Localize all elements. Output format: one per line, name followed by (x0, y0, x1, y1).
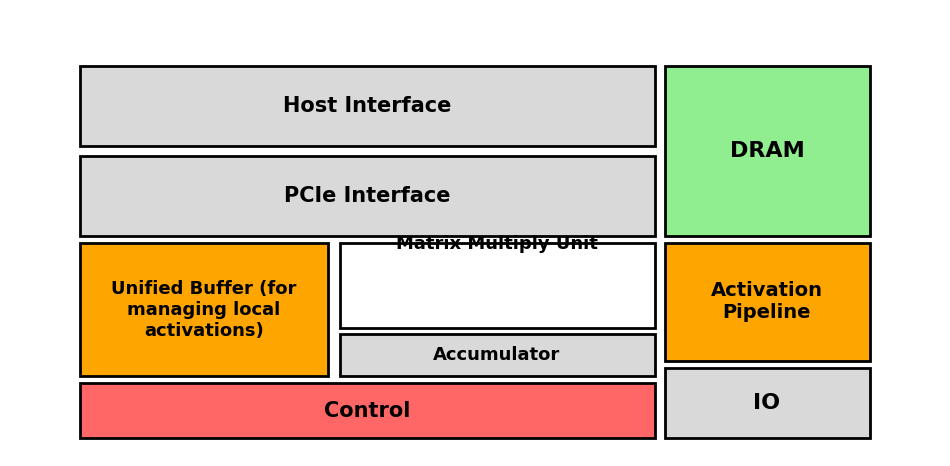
Bar (665, 66, 870, 236)
Bar (80, 383, 655, 438)
Text: IO: IO (753, 393, 781, 413)
Bar (340, 243, 655, 328)
Text: PCIe Interface: PCIe Interface (284, 186, 450, 206)
Bar (665, 243, 870, 361)
Text: Matrix Multiply Unit: Matrix Multiply Unit (396, 235, 598, 253)
Bar (665, 368, 870, 438)
Text: DRAM: DRAM (730, 141, 805, 161)
Text: Control: Control (324, 401, 410, 421)
Bar (80, 66, 655, 146)
Text: Accumulator: Accumulator (433, 346, 560, 364)
Text: Activation
Pipeline: Activation Pipeline (711, 281, 823, 322)
Text: Host Interface: Host Interface (283, 96, 451, 116)
Bar (80, 243, 328, 376)
Text: Unified Buffer (for
managing local
activations): Unified Buffer (for managing local activ… (111, 280, 296, 340)
Bar (340, 334, 655, 376)
Bar (80, 156, 655, 236)
